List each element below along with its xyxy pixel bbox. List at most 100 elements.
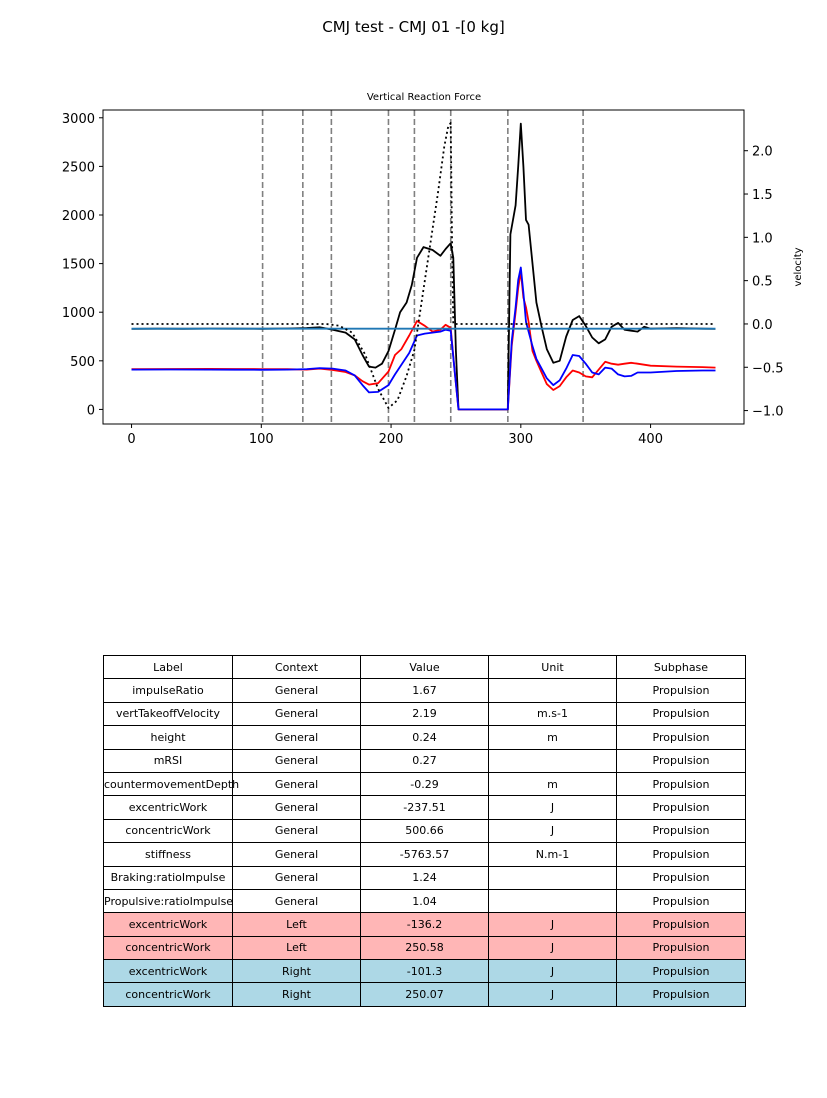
plot-area bbox=[131, 110, 716, 424]
table-row: Braking:ratioImpulse General 1.24 Propulsio… bbox=[103, 865, 746, 890]
table-row: concentricWork General 500.66 J Propulsion bbox=[103, 818, 746, 844]
table-cell-unit bbox=[488, 748, 617, 773]
table-cell-context: General bbox=[232, 818, 361, 844]
table-cell-context: General bbox=[232, 888, 361, 914]
table-cell-value: 250.07 bbox=[360, 982, 489, 1007]
table-cell-subphase: Propulsion bbox=[616, 865, 746, 890]
y2-tick-label: 1.0 bbox=[752, 231, 773, 246]
table-cell-value: 1.67 bbox=[360, 678, 489, 703]
table-cell-unit: J bbox=[488, 795, 617, 820]
table-header-cell: Unit bbox=[488, 654, 617, 680]
table-cell-subphase: Propulsion bbox=[616, 795, 746, 820]
table-cell-value: 1.04 bbox=[360, 888, 489, 914]
y-tick-label: 1000 bbox=[62, 306, 95, 321]
series-line-1 bbox=[131, 270, 716, 411]
table-cell-value: 2.19 bbox=[360, 701, 489, 727]
table-cell-context: General bbox=[232, 842, 361, 867]
table-cell-unit: m bbox=[488, 771, 617, 797]
x-tick-label: 100 bbox=[249, 432, 274, 447]
table-cell-label: Braking:ratioImpulse bbox=[103, 865, 233, 890]
table-cell-unit: J bbox=[488, 935, 617, 961]
table-cell-value: 0.27 bbox=[360, 748, 489, 773]
table-cell-subphase: Propulsion bbox=[616, 842, 746, 867]
plot-frame bbox=[102, 109, 745, 425]
table-cell-unit: J bbox=[488, 818, 617, 844]
results-table: Label Context Value Unit Subphase impulseRat… bbox=[103, 654, 746, 1007]
table-cell-unit: J bbox=[488, 959, 617, 984]
y2-tick-label: −0.5 bbox=[752, 361, 784, 376]
table-cell-unit: J bbox=[488, 912, 617, 937]
table-cell-unit: N.m-1 bbox=[488, 842, 617, 867]
table-cell-label: height bbox=[103, 725, 233, 750]
table-cell-context: General bbox=[232, 678, 361, 703]
y-tick-label: 3000 bbox=[62, 112, 95, 127]
table-cell-label: vertTakeoffVelocity bbox=[103, 701, 233, 727]
table-cell-subphase: Propulsion bbox=[616, 935, 746, 961]
table-cell-context: Right bbox=[232, 959, 361, 984]
table-row: concentricWork Left 250.58 J Propulsion bbox=[103, 935, 746, 961]
table-cell-label: excentricWork bbox=[103, 795, 233, 820]
x-tick-label: 0 bbox=[127, 432, 135, 447]
table-cell-label: concentricWork bbox=[103, 982, 233, 1007]
table-cell-label: countermovementDepth bbox=[103, 771, 239, 797]
table-header-cell: Context bbox=[232, 654, 361, 680]
table-cell-unit: J bbox=[488, 982, 617, 1007]
table-row: height General 0.24 m Propulsion bbox=[103, 725, 746, 750]
y-tick-label: 2500 bbox=[62, 160, 95, 175]
table-cell-subphase: Propulsion bbox=[616, 771, 746, 797]
figure-title: CMJ test - CMJ 01 -[0 kg] bbox=[322, 18, 505, 36]
y-tick-label: 500 bbox=[70, 355, 95, 370]
table-row: concentricWork Right 250.07 J Propulsion bbox=[103, 982, 746, 1007]
table-cell-label: excentricWork bbox=[103, 912, 233, 937]
table-cell-context: Left bbox=[232, 912, 361, 937]
y2-tick-label: −1.0 bbox=[752, 405, 784, 420]
table-cell-context: General bbox=[232, 795, 361, 820]
table-cell-subphase: Propulsion bbox=[616, 678, 746, 703]
table-row: stiffness General -5763.57 N.m-1 Propulsion bbox=[103, 842, 746, 867]
table-cell-context: General bbox=[232, 701, 361, 727]
table-cell-subphase: Propulsion bbox=[616, 725, 746, 750]
table-row: excentricWork Right -101.3 J Propulsion bbox=[103, 959, 746, 984]
x-tick-label: 300 bbox=[508, 432, 533, 447]
table-cell-context: General bbox=[232, 771, 361, 797]
table-cell-value: 1.24 bbox=[360, 865, 489, 890]
table-cell-value: -0.29 bbox=[360, 771, 489, 797]
table-cell-subphase: Propulsion bbox=[616, 748, 746, 773]
table-cell-subphase: Propulsion bbox=[616, 912, 746, 937]
axes: 0 100 200 300 400 0 500 1000 1500 2000 2500 3000 −1.… bbox=[62, 109, 784, 447]
table-cell-value: 0.24 bbox=[360, 725, 489, 750]
table-row: excentricWork Left -136.2 J Propulsion bbox=[103, 912, 746, 937]
table-cell-unit: m bbox=[488, 725, 617, 750]
y2-axis-label: velocity bbox=[793, 247, 804, 286]
table-cell-unit bbox=[488, 865, 617, 890]
table-cell-context: General bbox=[232, 725, 361, 750]
table-row: mRSI General 0.27 Propulsion bbox=[103, 748, 746, 773]
y-tick-label: 0 bbox=[87, 403, 95, 418]
table-cell-context: Left bbox=[232, 935, 361, 961]
table-cell-context: Right bbox=[232, 982, 361, 1007]
table-cell-value: -101.3 bbox=[360, 959, 489, 984]
table-row: vertTakeoffVelocity General 2.19 m.s-1 Propu… bbox=[103, 701, 746, 727]
table-cell-subphase: Propulsion bbox=[616, 888, 746, 914]
table-row: excentricWork General -237.51 J Propulsion bbox=[103, 795, 746, 820]
table-header-cell: Subphase bbox=[616, 654, 746, 680]
table-cell-subphase: Propulsion bbox=[616, 701, 746, 727]
chart-title: Vertical Reaction Force bbox=[367, 92, 481, 103]
table-cell-unit bbox=[488, 888, 617, 914]
table-cell-context: General bbox=[232, 865, 361, 890]
table-body: impulseRatio General 1.67 Propulsion vertTak… bbox=[103, 678, 746, 1007]
table-header-cell: Label bbox=[103, 654, 233, 680]
series-line-4 bbox=[131, 122, 716, 409]
y2-tick-label: 2.0 bbox=[752, 145, 773, 160]
x-tick-label: 400 bbox=[638, 432, 663, 447]
table-cell-context: General bbox=[232, 748, 361, 773]
table-cell-label: Propulsive:ratioImpulse bbox=[103, 888, 233, 914]
table-cell-subphase: Propulsion bbox=[616, 982, 746, 1007]
y2-tick-label: 1.5 bbox=[752, 188, 773, 203]
table-cell-value: 250.58 bbox=[360, 935, 489, 961]
table-cell-unit bbox=[488, 678, 617, 703]
series-line-2 bbox=[131, 266, 716, 411]
y2-tick-label: 0.0 bbox=[752, 318, 773, 333]
table-row: countermovementDepth General -0.29 m Propuls… bbox=[103, 771, 746, 797]
x-tick-label: 200 bbox=[379, 432, 404, 447]
